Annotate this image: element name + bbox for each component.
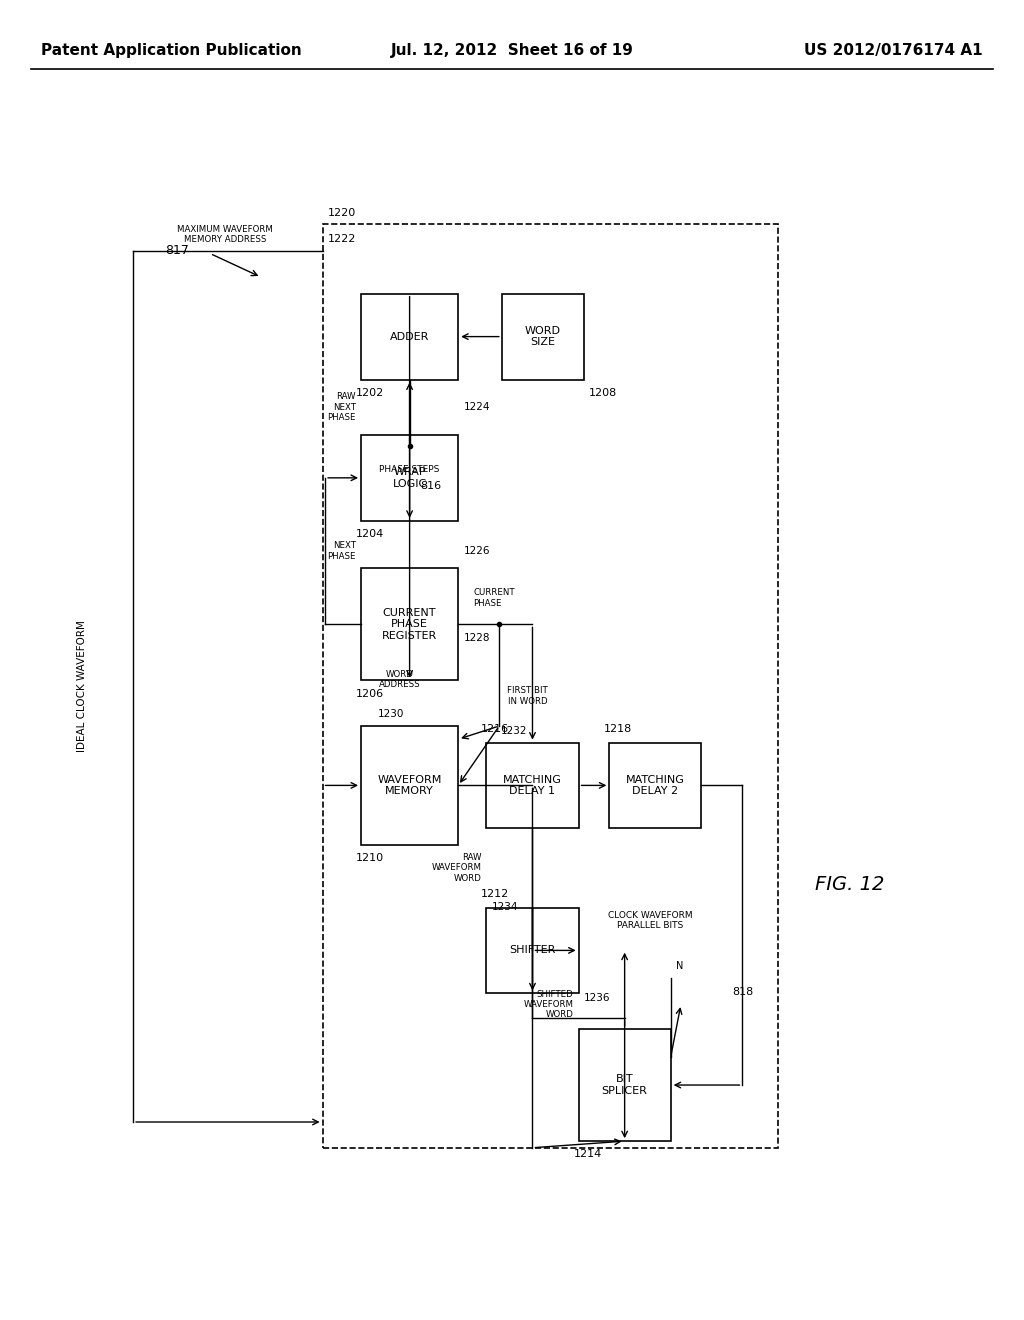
Text: SHIFTER: SHIFTER [509,945,556,956]
Text: WORD
ADDRESS: WORD ADDRESS [379,669,420,689]
Text: 1226: 1226 [463,546,489,556]
Bar [579,1030,671,1140]
Text: 1214: 1214 [573,1150,602,1159]
Text: PHASE STEPS: PHASE STEPS [380,466,439,474]
Text: 1218: 1218 [604,725,633,734]
Bar [323,224,778,1148]
Bar [361,726,459,845]
Text: 1228: 1228 [463,632,489,643]
Text: CURRENT
PHASE
REGISTER: CURRENT PHASE REGISTER [382,607,437,642]
Text: 1224: 1224 [463,403,489,412]
Text: RAW
NEXT
PHASE: RAW NEXT PHASE [328,392,356,422]
Text: 1204: 1204 [356,529,384,539]
Text: FIG. 12: FIG. 12 [815,875,885,894]
Text: Patent Application Publication: Patent Application Publication [41,42,302,58]
Text: 1216: 1216 [481,725,509,734]
Text: IDEAL CLOCK WAVEFORM: IDEAL CLOCK WAVEFORM [77,620,87,752]
Bar [502,293,584,380]
Text: 1210: 1210 [356,853,384,863]
Text: CURRENT
PHASE: CURRENT PHASE [473,589,515,607]
Text: SHIFTED
WAVEFORM
WORD: SHIFTED WAVEFORM WORD [523,990,573,1019]
Text: US 2012/0176174 A1: US 2012/0176174 A1 [805,42,983,58]
Text: BIT
SPLICER: BIT SPLICER [602,1074,647,1096]
Text: CLOCK WAVEFORM
PARALLEL BITS: CLOCK WAVEFORM PARALLEL BITS [608,911,692,929]
Text: NEXT
PHASE: NEXT PHASE [328,541,356,561]
Text: ADDER: ADDER [390,331,429,342]
Bar [361,293,459,380]
Text: 1208: 1208 [589,388,617,397]
Text: 1220: 1220 [328,207,356,218]
Text: Jul. 12, 2012  Sheet 16 of 19: Jul. 12, 2012 Sheet 16 of 19 [390,42,634,58]
Text: 1206: 1206 [356,689,384,698]
Text: WORD
SIZE: WORD SIZE [524,326,561,347]
Text: WRAP
LOGIC: WRAP LOGIC [392,467,427,488]
Text: MATCHING
DELAY 1: MATCHING DELAY 1 [503,775,562,796]
Text: 817: 817 [166,244,189,257]
Bar [361,568,459,681]
Text: 818: 818 [732,987,754,997]
Bar [486,742,579,829]
Bar [609,742,701,829]
Bar [361,434,459,520]
Text: 1232: 1232 [501,726,527,737]
Text: RAW
WAVEFORM
WORD: RAW WAVEFORM WORD [431,853,481,883]
Text: WAVEFORM
MEMORY: WAVEFORM MEMORY [378,775,441,796]
Text: MATCHING
DELAY 2: MATCHING DELAY 2 [626,775,685,796]
Text: 1230: 1230 [378,709,404,719]
Text: 1212: 1212 [481,890,510,899]
Text: 1236: 1236 [584,993,610,1003]
Text: 816: 816 [420,482,441,491]
Text: MAXIMUM WAVEFORM
MEMORY ADDRESS: MAXIMUM WAVEFORM MEMORY ADDRESS [177,224,273,244]
Text: 1234: 1234 [492,903,518,912]
Text: 1222: 1222 [328,234,356,244]
Text: 1202: 1202 [356,388,384,397]
Bar [486,908,579,993]
Text: N: N [676,961,683,972]
Text: FIRST BIT
IN WORD: FIRST BIT IN WORD [507,686,548,705]
